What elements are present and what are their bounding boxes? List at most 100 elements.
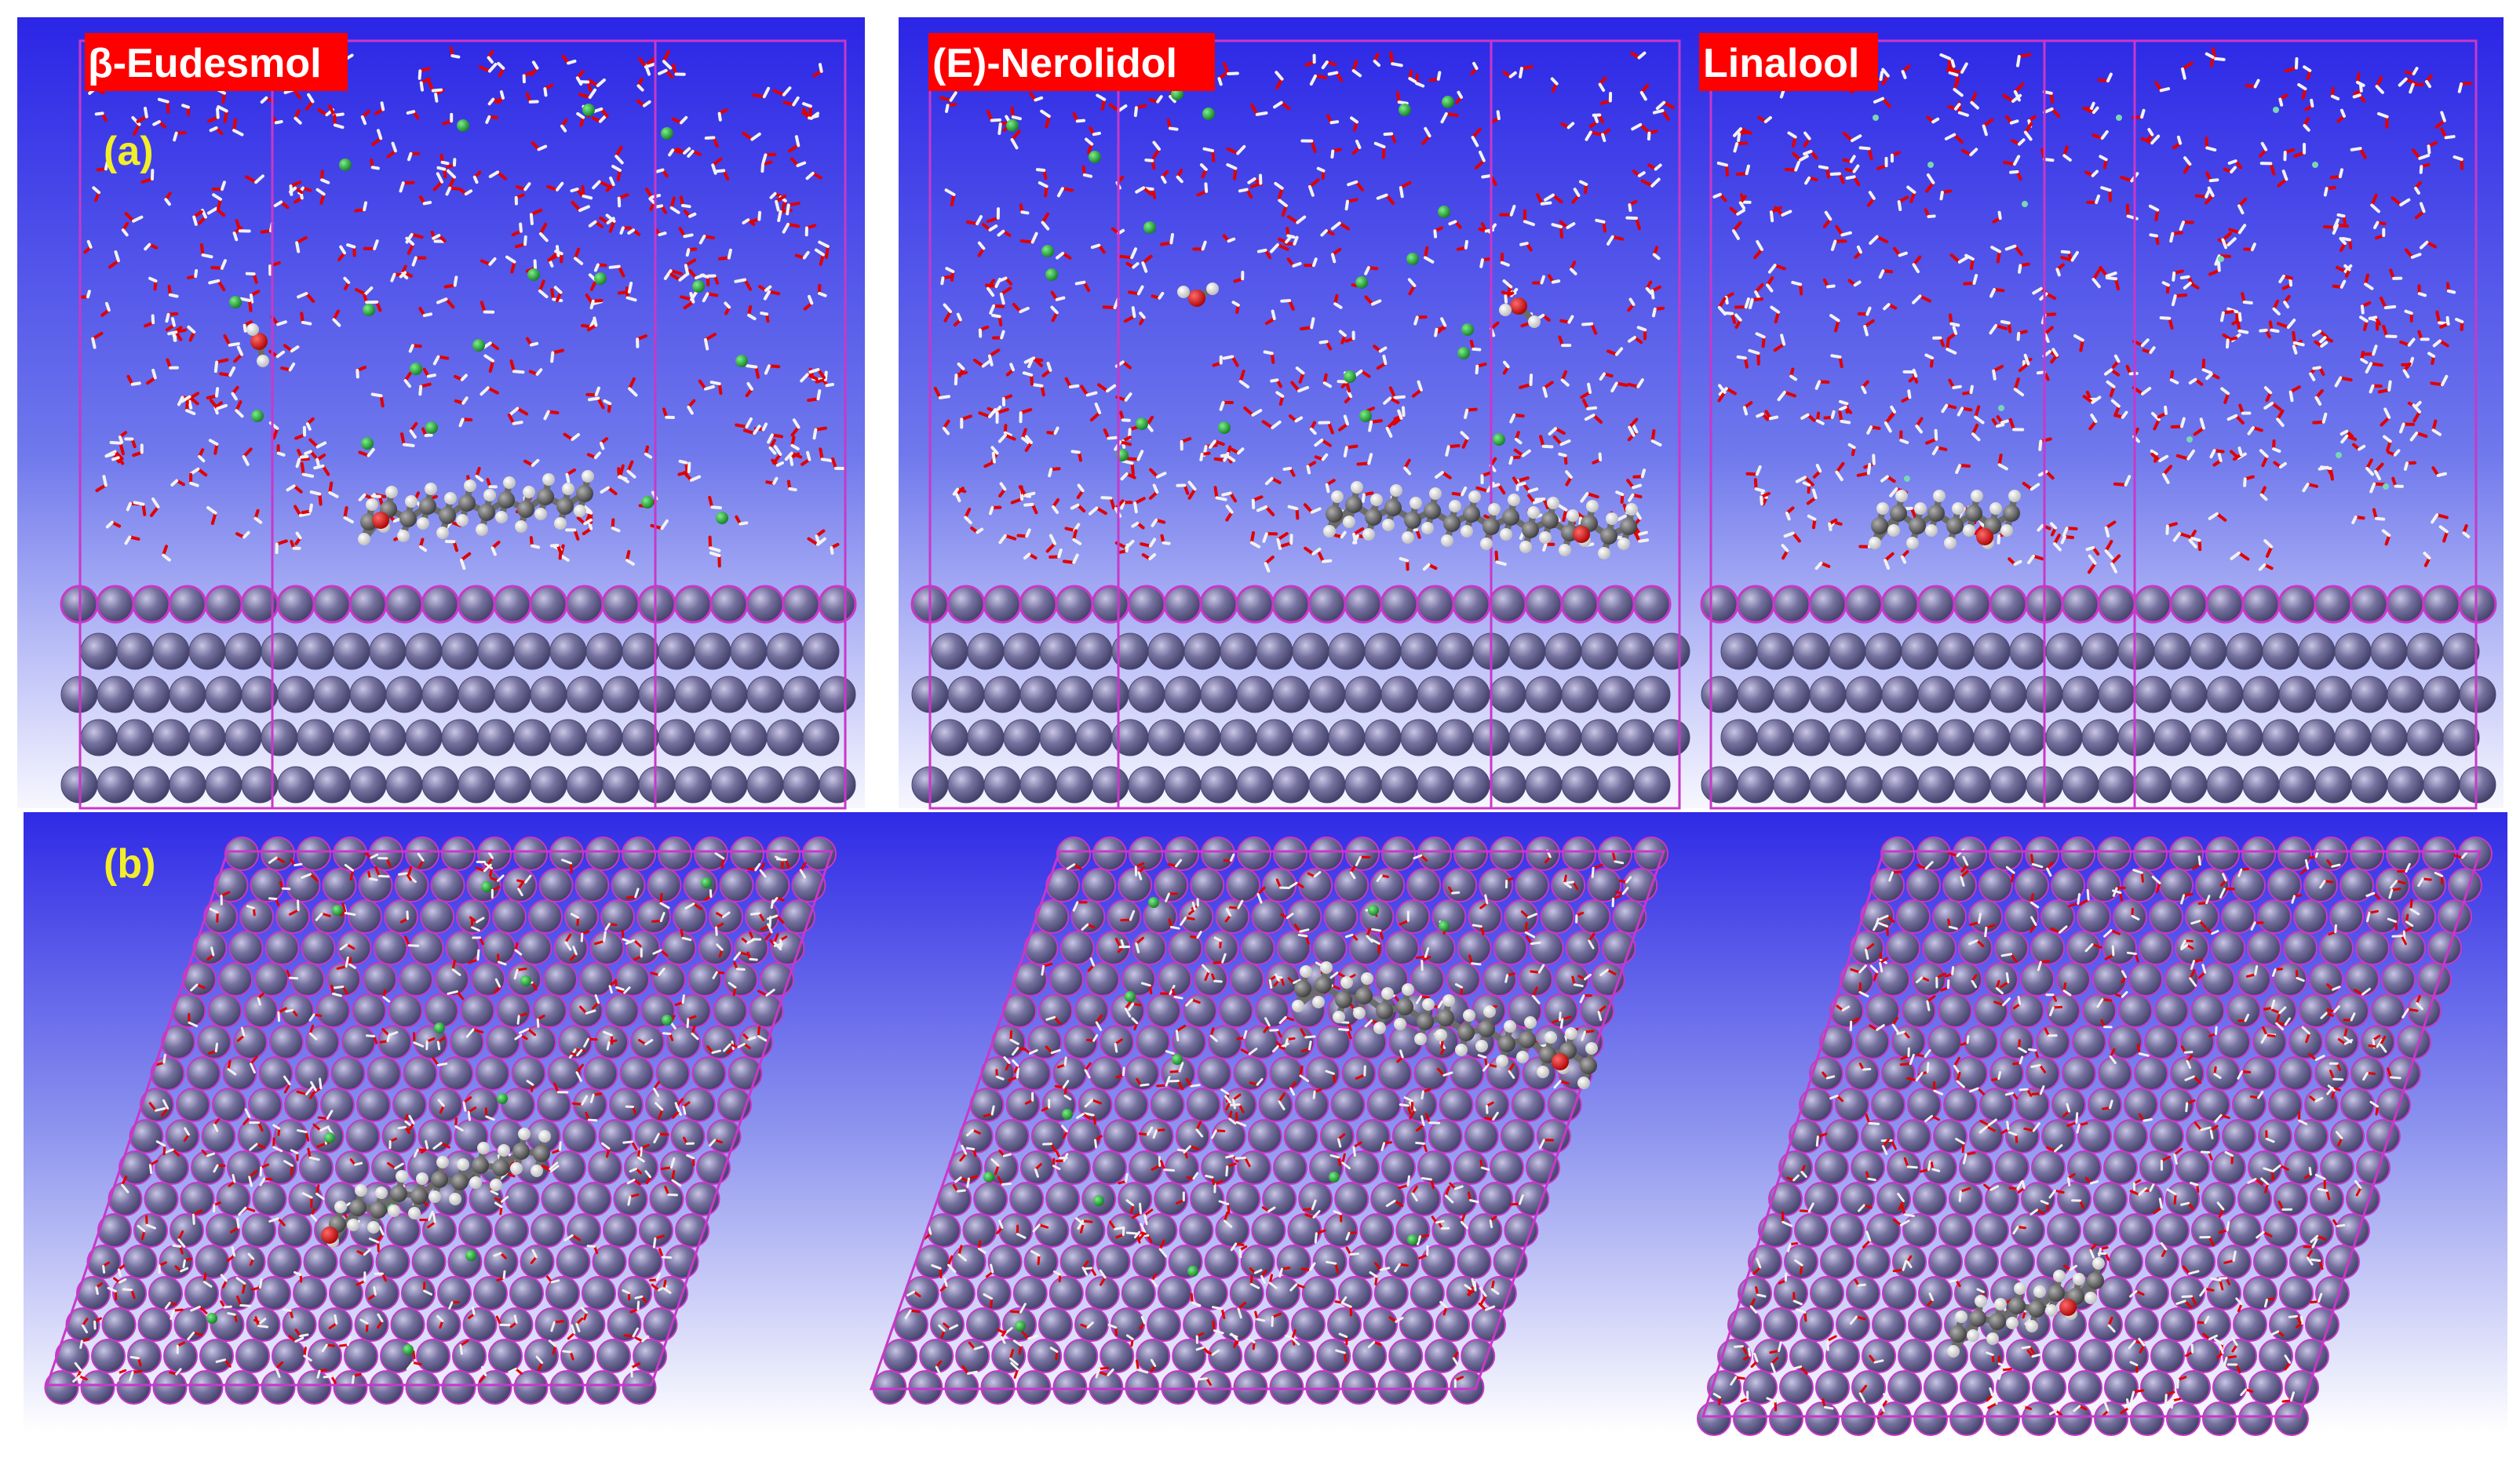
- surface-atom: [148, 1276, 183, 1310]
- water-molecule: [1304, 53, 1316, 67]
- surface-atom: [2284, 1150, 2318, 1185]
- water-molecule: [1318, 552, 1333, 563]
- hydrogen-atom: [396, 1170, 408, 1183]
- surface-atom: [2081, 719, 2119, 756]
- surface-atom: [622, 1370, 657, 1405]
- surface-atom: [385, 585, 424, 624]
- surface-atom: [2031, 1150, 2066, 1185]
- water-molecule: [1371, 928, 1382, 932]
- water-molecule: [1333, 530, 1347, 539]
- water-molecule: [360, 109, 371, 126]
- water-molecule: [1326, 114, 1340, 125]
- hydrogen-atom: [1566, 509, 1579, 522]
- surface-atom: [1953, 766, 1991, 804]
- surface-atom: [2066, 931, 2101, 965]
- water-molecule: [559, 1141, 562, 1151]
- surface-atom: [424, 993, 459, 1028]
- ion: [434, 1022, 445, 1033]
- water-molecule: [1509, 1202, 1521, 1206]
- water-molecule: [579, 80, 593, 92]
- water-molecule: [192, 210, 203, 226]
- surface-atom: [1190, 868, 1225, 902]
- water-molecule: [1363, 1065, 1366, 1077]
- water-molecule: [408, 344, 422, 353]
- surface-atom: [416, 1339, 450, 1373]
- water-molecule: [2457, 82, 2472, 93]
- water-molecule: [377, 874, 390, 878]
- water-molecule: [671, 115, 688, 125]
- water-molecule: [516, 1015, 520, 1025]
- surface-atom: [429, 1088, 463, 1122]
- surface-atom: [2253, 1245, 2288, 1279]
- water-molecule: [735, 515, 749, 526]
- surface-atom: [1901, 632, 1938, 670]
- water-molecule: [771, 458, 784, 467]
- surface-atom: [549, 719, 587, 756]
- water-molecule: [956, 1189, 966, 1193]
- surface-atom: [477, 719, 515, 756]
- water-molecule: [323, 1375, 333, 1379]
- water-molecule: [208, 279, 226, 292]
- surface-atom: [1417, 676, 1454, 713]
- surface-atom: [638, 766, 676, 804]
- water-molecule: [446, 158, 457, 169]
- water-molecule: [2243, 475, 2255, 487]
- surface-atom: [352, 993, 387, 1028]
- carbon-atom: [1294, 980, 1311, 997]
- carbon-atom: [349, 1199, 367, 1216]
- surface-atom: [802, 719, 840, 756]
- water-molecule: [1652, 246, 1661, 261]
- hydrogen-atom: [375, 1186, 388, 1199]
- surface-atom: [1917, 676, 1955, 713]
- water-molecule: [1280, 534, 1293, 548]
- surface-atom: [367, 1056, 402, 1091]
- surface-atom: [494, 766, 531, 804]
- water-molecule: [165, 312, 179, 323]
- ion: [1125, 991, 1136, 1002]
- surface-atom: [1092, 837, 1127, 871]
- surface-atom: [1091, 585, 1130, 624]
- water-molecule: [1944, 133, 1964, 144]
- hydrogen-atom: [1475, 1040, 1488, 1052]
- water-molecule: [2259, 328, 2271, 339]
- water-molecule: [717, 248, 732, 261]
- metal-slab-nerolidol: [910, 585, 1690, 804]
- surface-atom: [1147, 993, 1181, 1028]
- water-molecule: [1290, 381, 1310, 393]
- water-molecule: [476, 949, 480, 961]
- water-molecule: [1479, 257, 1493, 268]
- surface-atom: [278, 1213, 312, 1248]
- water-molecule: [1830, 239, 1847, 251]
- surface-atom: [1265, 1276, 1300, 1310]
- surface-atom: [534, 1307, 570, 1342]
- panel-background-nerolidol-side: [899, 17, 1699, 808]
- surface-atom: [2458, 585, 2497, 624]
- surface-atom: [1363, 1307, 1398, 1342]
- water-molecule: [294, 531, 302, 545]
- surface-atom: [246, 1307, 281, 1342]
- surface-atom: [1161, 1370, 1196, 1405]
- surface-atom: [1927, 1025, 1962, 1059]
- surface-atom: [494, 1213, 529, 1248]
- water-molecule: [1559, 220, 1576, 230]
- surface-atom: [384, 899, 418, 934]
- water-molecule: [1514, 431, 1523, 445]
- surface-atom: [1989, 837, 2023, 871]
- surface-atom: [441, 1370, 476, 1405]
- water-molecule: [2361, 344, 2378, 356]
- water-molecule: [1023, 356, 1044, 367]
- surface-atom: [2397, 1025, 2431, 1059]
- water-molecule: [525, 92, 539, 104]
- water-molecule: [303, 1347, 307, 1358]
- water-molecule: [1307, 1041, 1312, 1051]
- surface-atom: [638, 676, 676, 713]
- carbon-atom: [1890, 505, 1907, 522]
- surface-atom: [227, 1150, 261, 1185]
- water-molecule: [1133, 497, 1146, 514]
- water-molecule: [1089, 126, 1102, 137]
- oxygen-atom: [321, 1227, 338, 1244]
- surface-atom: [493, 585, 532, 624]
- water-molecule: [678, 459, 689, 472]
- surface-atom: [1490, 837, 1524, 871]
- water-molecule: [2021, 1345, 2031, 1350]
